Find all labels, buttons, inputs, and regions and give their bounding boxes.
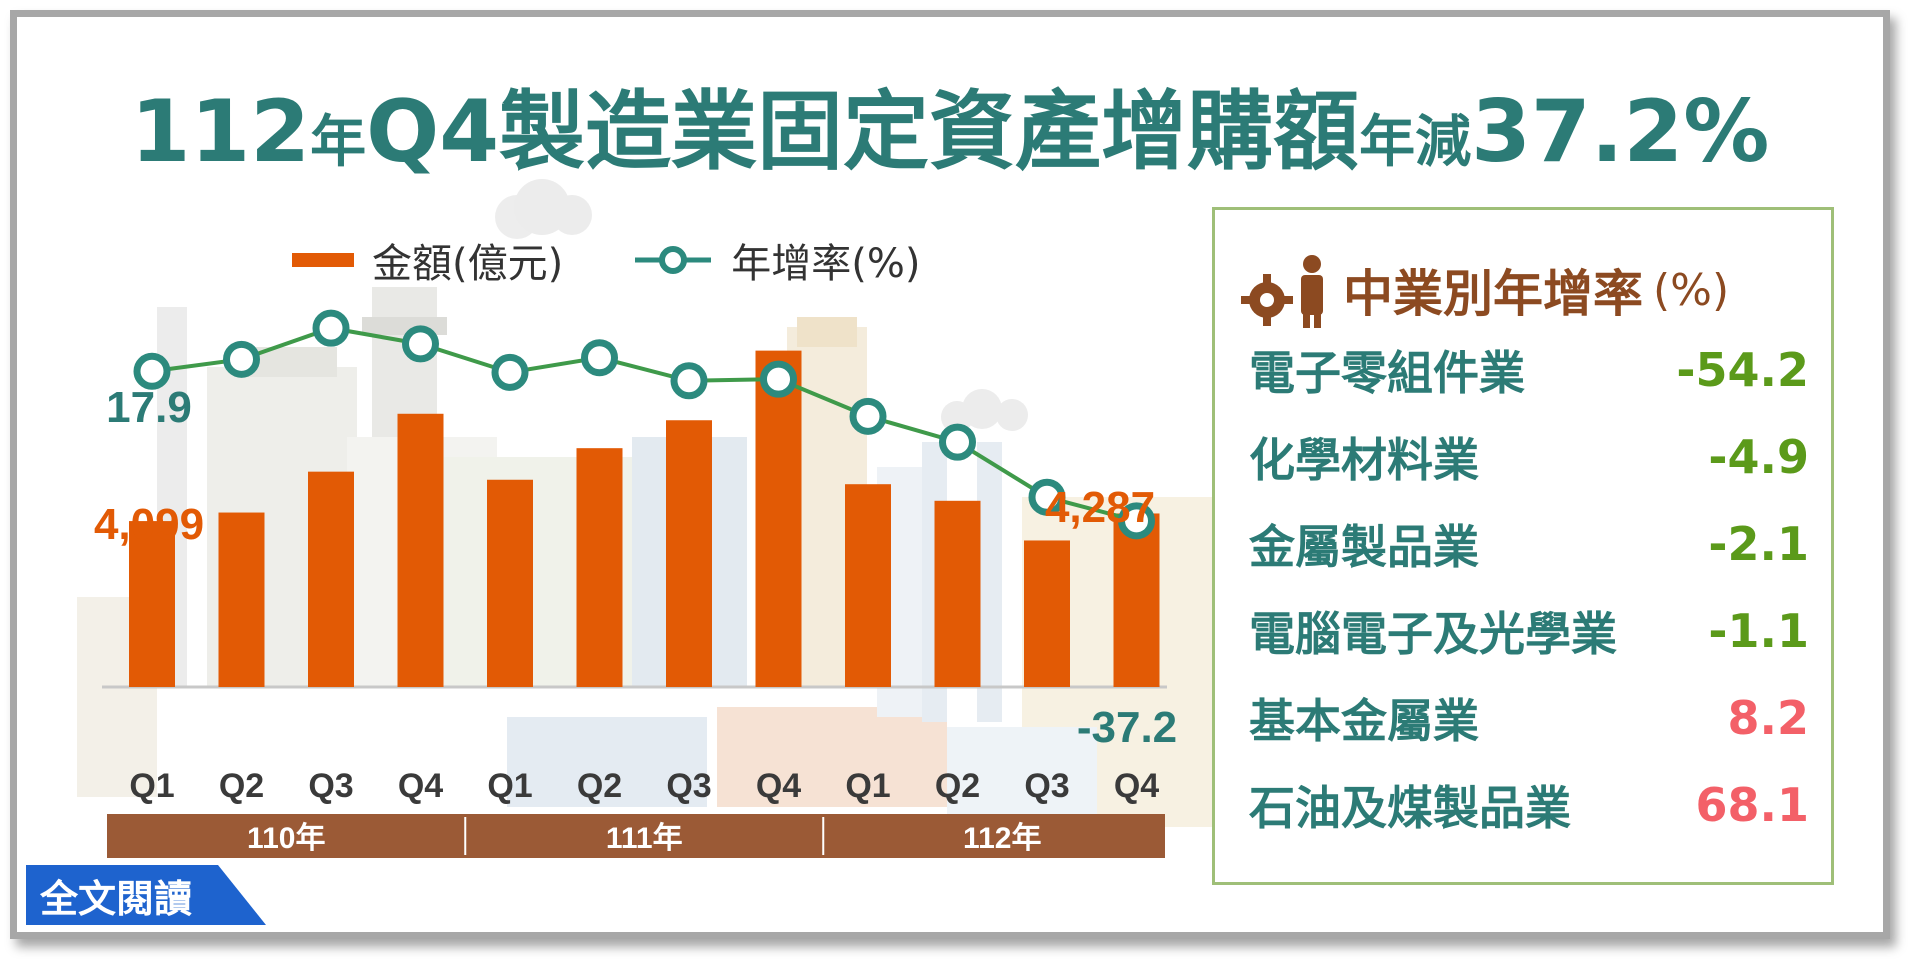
title-decrease: 年減 (1359, 110, 1472, 175)
industry-row: 基本金屬業 8.2 (1249, 683, 1809, 753)
page-title: 112年Q4製造業固定資產增購額年減37.2% (17, 61, 1883, 186)
panel-title-unit: (%) (1653, 264, 1730, 316)
industry-growth-value: -4.9 (1708, 430, 1809, 484)
industry-growth-value: 8.2 (1727, 691, 1810, 745)
x-tick-label-5: Q1 (487, 767, 532, 805)
industry-name: 金屬製品業 (1249, 520, 1479, 574)
title-year-char: 年 (310, 110, 367, 175)
title-year-number: 112 (130, 82, 311, 182)
industry-name: 化學材料業 (1249, 433, 1479, 487)
industry-growth-panel: 中業別年增率 (%) 電子零組件業 -54.2 化學材料業 -4.9 金屬製品業 -2.1… (1212, 207, 1834, 885)
industry-growth-value: -1.1 (1708, 604, 1809, 658)
worker-gear-icon (1241, 255, 1323, 328)
chart-area: Q1 Q2 Q3 Q4 Q1 Q2 Q3 Q4 Q1 Q2 Q3 Q4 110年 111年 112年 4,… (77, 179, 1212, 858)
bar-8 (755, 350, 802, 687)
rate-point-5 (491, 353, 529, 391)
x-tick-label-7: Q3 (666, 767, 711, 805)
legend-bar-swatch (292, 253, 354, 267)
year-band-bar (107, 814, 1165, 858)
rate-point-1 (133, 352, 171, 390)
industry-name: 電子零組件業 (1249, 346, 1525, 400)
bar-10 (934, 500, 981, 687)
bar-12 (1113, 513, 1160, 687)
read-full-article-button[interactable]: 全文閱讀 (26, 865, 266, 925)
bar-11 (1024, 540, 1070, 687)
x-tick-label-11: Q3 (1024, 767, 1069, 805)
x-tick-label-10: Q2 (935, 767, 980, 805)
x-tick-label-12: Q4 (1114, 767, 1159, 805)
rate-point-3 (312, 309, 350, 347)
industry-name: 電腦電子及光學業 (1249, 607, 1617, 661)
x-tick-label-8: Q4 (756, 767, 801, 805)
read-full-article-label: 全文閱讀 (40, 876, 193, 921)
rate-point-10 (939, 423, 976, 461)
chart-legend: 金額(億元) 年增率(%) (292, 235, 920, 287)
rate-point-2 (223, 340, 260, 378)
legend-line-label: 年增率(%) (731, 241, 921, 287)
first-bar-label: 4,099 (94, 500, 204, 549)
bar-4 (397, 413, 444, 687)
industry-name: 石油及煤製品業 (1249, 781, 1571, 835)
bar-7 (666, 420, 712, 687)
industry-row: 化學材料業 -4.9 (1249, 422, 1809, 492)
bar-5 (487, 479, 533, 687)
rate-point-4 (402, 325, 439, 363)
rate-point-8 (760, 360, 797, 398)
legend-bar-label: 金額(億元) (372, 241, 564, 287)
panel-title: 中業別年增率 (%) (1237, 250, 1729, 330)
rate-point-7 (670, 362, 708, 400)
year-label-3: 112年 (963, 822, 1041, 855)
panel-title-text: 中業別年增率 (1343, 265, 1643, 323)
year-label-2: 111年 (606, 822, 683, 855)
industry-growth-value: -2.1 (1708, 517, 1809, 571)
last-bar-label: 4,287 (1045, 483, 1155, 532)
bar-2 (218, 512, 265, 687)
title-percent: 37.2% (1471, 82, 1770, 182)
first-rate-label: 17.9 (106, 383, 192, 432)
bar-6 (576, 448, 623, 687)
bar-1 (129, 521, 175, 687)
industry-growth-value: -54.2 (1676, 343, 1809, 397)
rate-point-11 (1028, 478, 1066, 516)
industry-row: 金屬製品業 -2.1 (1249, 509, 1809, 579)
title-main: Q4製造業固定資產增購額 (366, 82, 1360, 182)
x-tick-label-6: Q2 (577, 767, 622, 805)
infographic-frame: 112年Q4製造業固定資產增購額年減37.2% (10, 10, 1890, 939)
x-tick-label-4: Q4 (398, 767, 443, 805)
x-tick-label-1: Q1 (129, 767, 174, 805)
legend-line-swatch (635, 246, 712, 274)
x-tick-label-9: Q1 (845, 767, 890, 805)
bar-9 (845, 484, 891, 687)
rate-point-9 (849, 397, 887, 435)
x-tick-label-2: Q2 (219, 767, 264, 805)
bar-3 (308, 471, 354, 687)
rate-point-6 (581, 339, 618, 377)
industry-growth-value: 68.1 (1695, 778, 1810, 832)
industry-row: 石油及煤製品業 68.1 (1249, 770, 1809, 840)
last-rate-label: -37.2 (1077, 703, 1177, 752)
industry-row: 電腦電子及光學業 -1.1 (1249, 596, 1809, 666)
rate-point-12 (1118, 502, 1155, 540)
year-label-1: 110年 (247, 822, 325, 855)
industry-name: 基本金屬業 (1249, 694, 1479, 748)
industry-row: 電子零組件業 -54.2 (1249, 335, 1809, 405)
x-tick-label-3: Q3 (308, 767, 353, 805)
